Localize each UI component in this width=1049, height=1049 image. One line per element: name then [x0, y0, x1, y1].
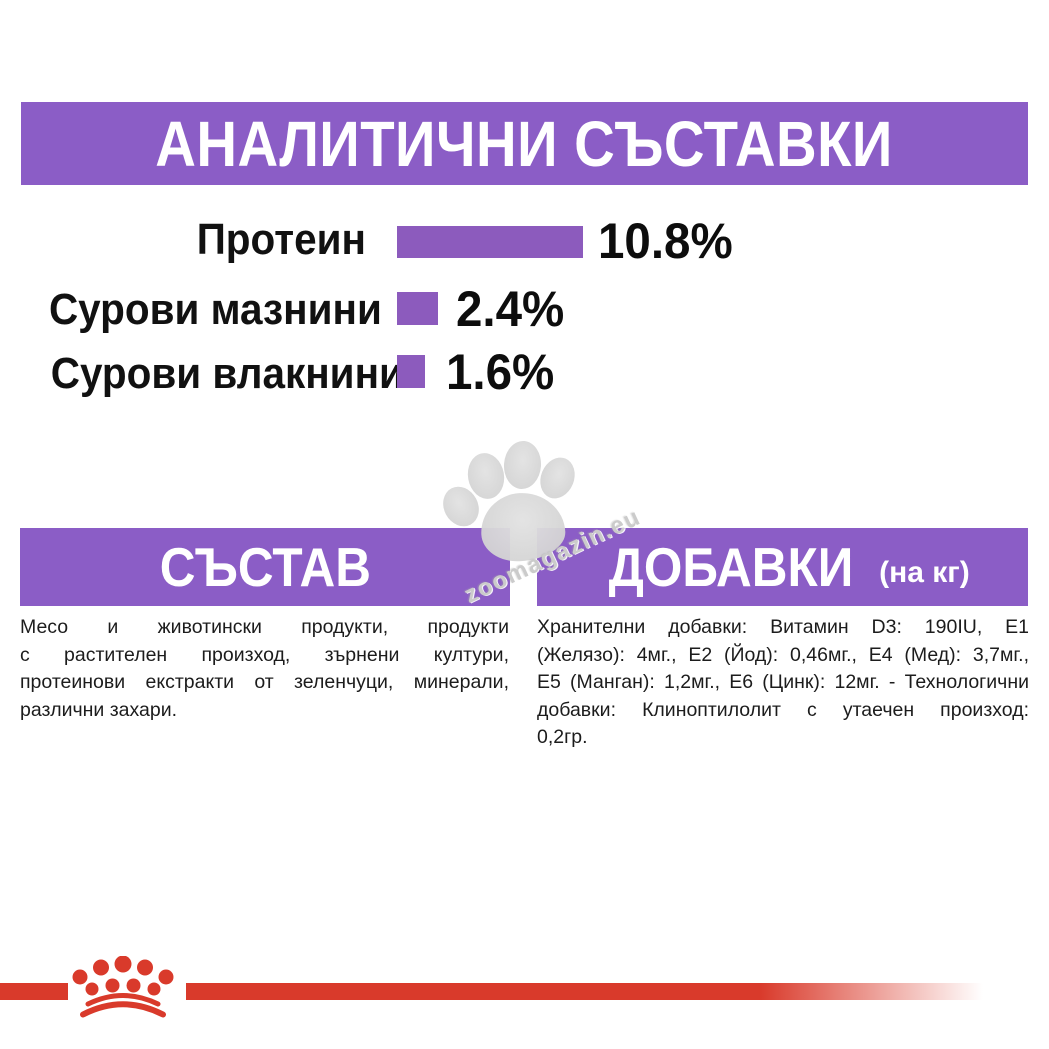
- chart-label-crude-fiber: Сурови влакнини: [50, 349, 404, 398]
- footer-line-right: [186, 983, 983, 1000]
- paw-toe: [502, 439, 543, 491]
- crude-fiber-bar: [397, 355, 425, 388]
- body-text-line: Хранителни добавки: Витамин D3: 190IU, E…: [537, 616, 1029, 638]
- crude-fat-value: 2.4%: [456, 281, 565, 337]
- chart-label-crude-fat: Сурови мазнини: [48, 285, 382, 334]
- composition-body-text: Месо и животински продукти, продукти с ра…: [20, 614, 509, 724]
- composition-title: СЪСТАВ: [159, 536, 371, 598]
- crude-fiber-value: 1.6%: [446, 344, 555, 400]
- body-text-line: с растителен произход, зърнени култури,: [20, 643, 509, 666]
- body-text-line: E5 (Манган): 1,2мг., E6 (Цинк): 12мг. - …: [537, 671, 1029, 693]
- additives-title-suffix: (на кг): [879, 556, 970, 589]
- royal-canin-crown-icon: [72, 956, 174, 1018]
- composition-banner: СЪСТАВ: [20, 528, 510, 606]
- body-text-line: Месо и животински продукти, продукти: [20, 616, 509, 638]
- paw-toe: [534, 452, 581, 504]
- body-text-line: различни захари.: [20, 698, 178, 721]
- protein-bar: [397, 226, 583, 258]
- additives-banner: ДОБАВКИ (на кг): [537, 528, 1028, 606]
- body-text-line: протеинови екстракти от зеленчуци, минер…: [20, 671, 509, 693]
- body-text-line: добавки: Клиноптилолит с утаечен произхо…: [537, 698, 1029, 721]
- body-text-line: 0,2гр.: [537, 726, 588, 748]
- body-text-line: (Желязо): 4мг., E2 (Йод): 0,46мг., E4 (М…: [537, 643, 1029, 666]
- chart-label-protein: Протеин: [196, 215, 366, 264]
- header-banner: АНАЛИТИЧНИ СЪСТАВКИ: [21, 102, 1028, 185]
- footer-line-left: [0, 983, 68, 1000]
- page-title: АНАЛИТИЧНИ СЪСТАВКИ: [155, 107, 894, 180]
- crude-fat-bar: [397, 292, 438, 325]
- additives-body-text: Хранителни добавки: Витамин D3: 190IU, E…: [537, 614, 1029, 752]
- additives-title: ДОБАВКИ: [608, 536, 854, 598]
- protein-value: 10.8%: [598, 213, 733, 269]
